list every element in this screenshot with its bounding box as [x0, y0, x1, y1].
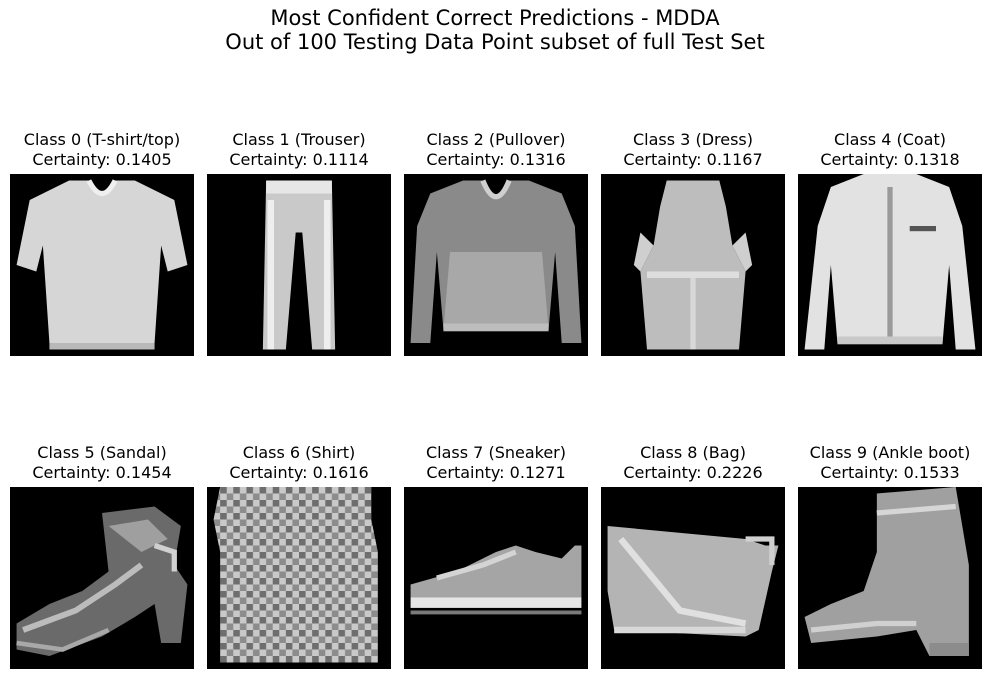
panel-title: Class 9 (Ankle boot) Certainty: 0.1533: [778, 443, 990, 483]
class-label: Class 1 (Trouser): [232, 130, 366, 149]
pullover-image: [404, 174, 588, 356]
figure-title-line-2: Out of 100 Testing Data Point subset of …: [225, 30, 765, 54]
certainty-label: Certainty: 0.1167: [623, 150, 763, 169]
certainty-label: Certainty: 0.1454: [32, 463, 172, 482]
class-label: Class 0 (T-shirt/top): [23, 130, 181, 149]
certainty-label: Certainty: 0.1405: [32, 150, 172, 169]
panel-title: Class 8 (Bag) Certainty: 0.2226: [581, 443, 805, 483]
panel-title: Class 4 (Coat) Certainty: 0.1318: [778, 130, 990, 170]
panel-title: Class 7 (Sneaker) Certainty: 0.1271: [384, 443, 608, 483]
class-label: Class 2 (Pullover): [426, 130, 566, 149]
shirt-image: [207, 487, 391, 669]
tshirt-image: [10, 174, 194, 356]
dress-image: [601, 174, 785, 356]
panel-title: Class 1 (Trouser) Certainty: 0.1114: [187, 130, 411, 170]
class-label: Class 6 (Shirt): [242, 443, 356, 462]
panel-title: Class 0 (T-shirt/top) Certainty: 0.1405: [0, 130, 214, 170]
trouser-image: [207, 174, 391, 356]
panel-title: Class 6 (Shirt) Certainty: 0.1616: [187, 443, 411, 483]
bag-image: [601, 487, 785, 669]
class-label: Class 9 (Ankle boot): [809, 443, 971, 462]
panel-title: Class 5 (Sandal) Certainty: 0.1454: [0, 443, 214, 483]
certainty-label: Certainty: 0.1271: [426, 463, 566, 482]
figure-title: Most Confident Correct Predictions - MDD…: [0, 6, 990, 54]
certainty-label: Certainty: 0.1316: [426, 150, 566, 169]
certainty-label: Certainty: 0.1318: [820, 150, 960, 169]
panel-title: Class 3 (Dress) Certainty: 0.1167: [581, 130, 805, 170]
figure-title-line-1: Most Confident Correct Predictions - MDD…: [270, 6, 720, 30]
coat-image: [798, 174, 982, 356]
class-label: Class 4 (Coat): [834, 130, 946, 149]
sneaker-image: [404, 487, 588, 669]
class-label: Class 7 (Sneaker): [426, 443, 566, 462]
certainty-label: Certainty: 0.1114: [229, 150, 369, 169]
class-label: Class 3 (Dress): [633, 130, 753, 149]
sandal-image: [10, 487, 194, 669]
certainty-label: Certainty: 0.1616: [229, 463, 369, 482]
certainty-label: Certainty: 0.2226: [623, 463, 763, 482]
ankle-boot-image: [798, 487, 982, 669]
panel-title: Class 2 (Pullover) Certainty: 0.1316: [384, 130, 608, 170]
class-label: Class 5 (Sandal): [37, 443, 167, 462]
class-label: Class 8 (Bag): [640, 443, 746, 462]
certainty-label: Certainty: 0.1533: [820, 463, 960, 482]
